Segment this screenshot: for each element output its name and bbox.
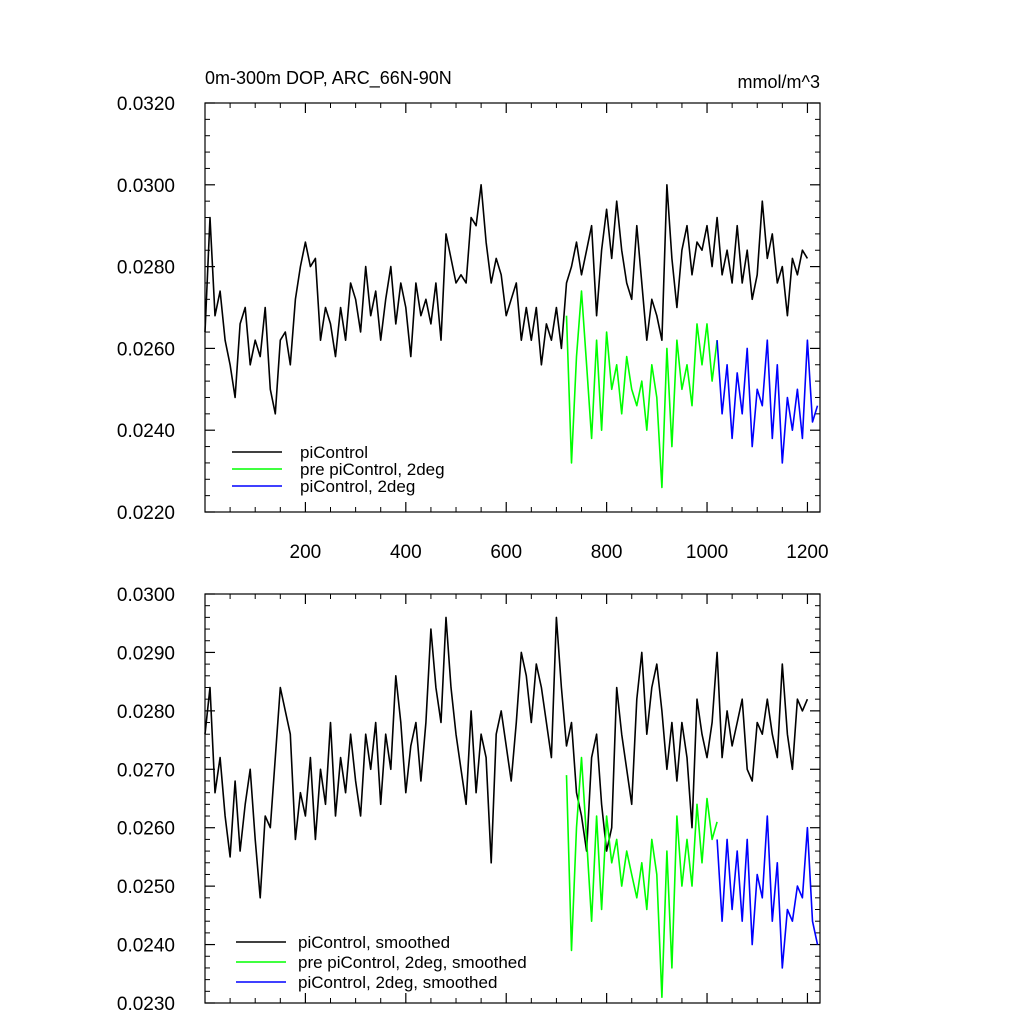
y-tick-label: 0.0270 (117, 760, 175, 781)
series-line-1 (565, 756, 718, 999)
x-tick-label: 200 (290, 542, 322, 563)
legend-label-1: pre piControl, 2deg (300, 460, 445, 479)
x-tick-label: 400 (390, 542, 422, 563)
y-tick-label: 0.0260 (117, 339, 175, 360)
y-tick-label: 0.0250 (117, 877, 175, 898)
y-tick-label: 0.0230 (117, 994, 175, 1015)
y-tick-label: 0.0300 (117, 176, 175, 197)
x-tick-label: 1200 (786, 542, 828, 563)
legend-label-1: pre piControl, 2deg, smoothed (298, 953, 527, 972)
bottom-panel: 0.0230 0.0240 0.0250 0.0260 0.0270 0.0280 0.02… (117, 585, 821, 1015)
x-tick-label: 1000 (686, 542, 728, 563)
y-tick-label: 0.0240 (117, 421, 175, 442)
y-tick-label: 0.0220 (117, 503, 175, 524)
legend-label-0: piControl (300, 443, 368, 462)
y-tick-label: 0.0240 (117, 936, 175, 957)
series-line-2 (716, 815, 819, 969)
x-tick-label: 600 (490, 542, 522, 563)
y-tick-label: 0.0320 (117, 94, 175, 115)
y-tick-label: 0.0260 (117, 819, 175, 840)
y-tick-label: 0.0290 (117, 643, 175, 664)
bottom-panel-series (204, 616, 819, 999)
plot-frame (204, 102, 821, 513)
series-line-0 (204, 616, 809, 899)
y-tick-label: 0.0280 (117, 702, 175, 723)
bottom-panel-axes: 0.0230 0.0240 0.0250 0.0260 0.0270 0.0280 0.02… (117, 585, 821, 1015)
top-panel-title: 0m-300m DOP, ARC_66N-90N (205, 68, 452, 89)
top-panel-axes: 0.0220 0.0240 0.0260 0.0280 0.0300 0.0320 200 4… (117, 94, 829, 563)
plot-frame (204, 593, 821, 1004)
legend-label-2: piControl, 2deg (300, 477, 415, 496)
top-panel: 0m-300m DOP, ARC_66N-90N mmol/m^3 0.0220… (117, 68, 829, 563)
legend-label-0: piControl, smoothed (298, 933, 450, 952)
top-panel-series (204, 184, 819, 489)
top-panel-units: mmol/m^3 (738, 72, 820, 92)
y-tick-label: 0.0300 (117, 585, 175, 606)
x-tick-label: 800 (591, 542, 623, 563)
series-line-0 (204, 184, 809, 415)
legend-label-2: piControl, 2deg, smoothed (298, 973, 497, 992)
series-line-2 (716, 339, 819, 464)
y-tick-label: 0.0280 (117, 258, 175, 279)
series-line-1 (565, 290, 718, 489)
